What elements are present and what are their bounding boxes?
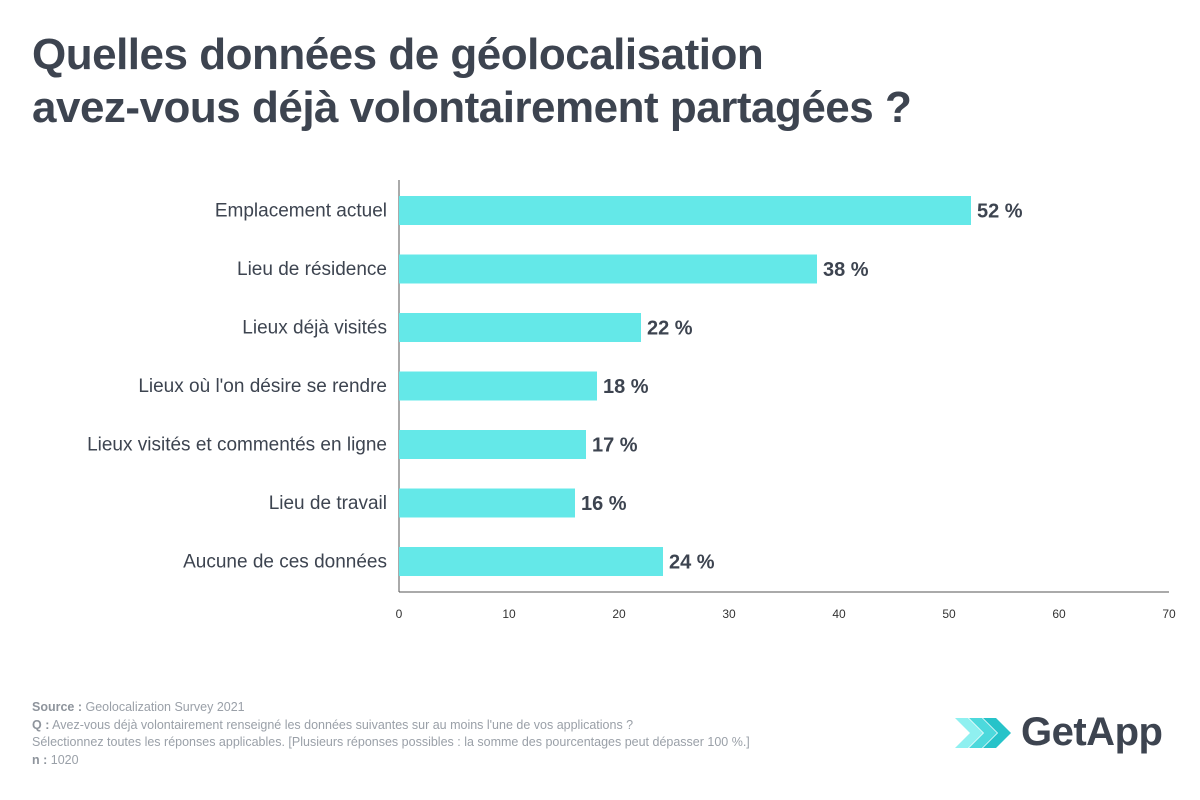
- bar: [399, 430, 586, 459]
- bar: [399, 371, 597, 401]
- bar: [399, 547, 663, 576]
- data-label: 18 %: [603, 376, 649, 398]
- data-label: 52 %: [977, 201, 1023, 223]
- category-label: Lieu de travail: [269, 493, 387, 514]
- source-line: Source : Geolocalization Survey 2021: [32, 699, 912, 717]
- data-label: 22 %: [647, 318, 693, 340]
- data-label: 24 %: [669, 552, 715, 574]
- category-label: Lieux déjà visités: [242, 318, 387, 339]
- sample-size-label: n :: [32, 752, 48, 767]
- question-note: Sélectionnez toutes les réponses applica…: [32, 735, 750, 749]
- bar: [399, 196, 971, 225]
- x-tick-label: 10: [502, 607, 516, 621]
- bar: [399, 488, 575, 518]
- question-label: Q :: [32, 717, 50, 732]
- sample-size-line: n : 1020: [32, 752, 912, 770]
- source-text: Geolocalization Survey 2021: [85, 700, 245, 714]
- sample-size-value: 1020: [50, 752, 79, 767]
- x-tick-label: 50: [942, 607, 956, 621]
- x-tick-label: 20: [612, 607, 626, 621]
- getapp-logo-text: GetApp: [1021, 710, 1163, 754]
- question-line: Q : Avez-vous déjà volontairement rensei…: [32, 717, 912, 735]
- category-label: Lieux où l'on désire se rendre: [138, 376, 387, 397]
- x-tick-label: 70: [1162, 607, 1176, 621]
- x-tick-label: 0: [396, 607, 403, 621]
- category-label: Emplacement actuel: [215, 201, 387, 222]
- chart-title: Quelles données de géolocalisation avez-…: [32, 28, 1132, 134]
- data-label: 17 %: [592, 435, 638, 457]
- x-tick-label: 60: [1052, 607, 1066, 621]
- x-tick-label: 40: [832, 607, 846, 621]
- bar: [399, 254, 817, 284]
- bar: [399, 313, 641, 342]
- chart-title-line-1: Quelles données de géolocalisation: [32, 30, 764, 79]
- data-label: 16 %: [581, 493, 627, 515]
- data-label: 38 %: [823, 259, 869, 281]
- getapp-logo: GetApp: [955, 710, 1163, 755]
- question-text: Avez-vous déjà volontairement renseigné …: [52, 717, 634, 732]
- category-label: Aucune de ces données: [183, 552, 387, 573]
- getapp-chevrons-icon: [955, 717, 1011, 748]
- chart-footer: Source : Geolocalization Survey 2021 Q :…: [32, 699, 912, 769]
- category-label: Lieux visités et commentés en ligne: [87, 435, 387, 456]
- x-tick-label: 30: [722, 607, 736, 621]
- bar-chart: 0 10 20 30 40 50 60 70 Emplacement actuel 52 % Lie…: [87, 180, 1176, 621]
- chart-title-line-2: avez-vous déjà volontairement partagées …: [32, 83, 912, 132]
- source-label: Source :: [32, 700, 83, 714]
- category-label: Lieu de résidence: [237, 259, 387, 280]
